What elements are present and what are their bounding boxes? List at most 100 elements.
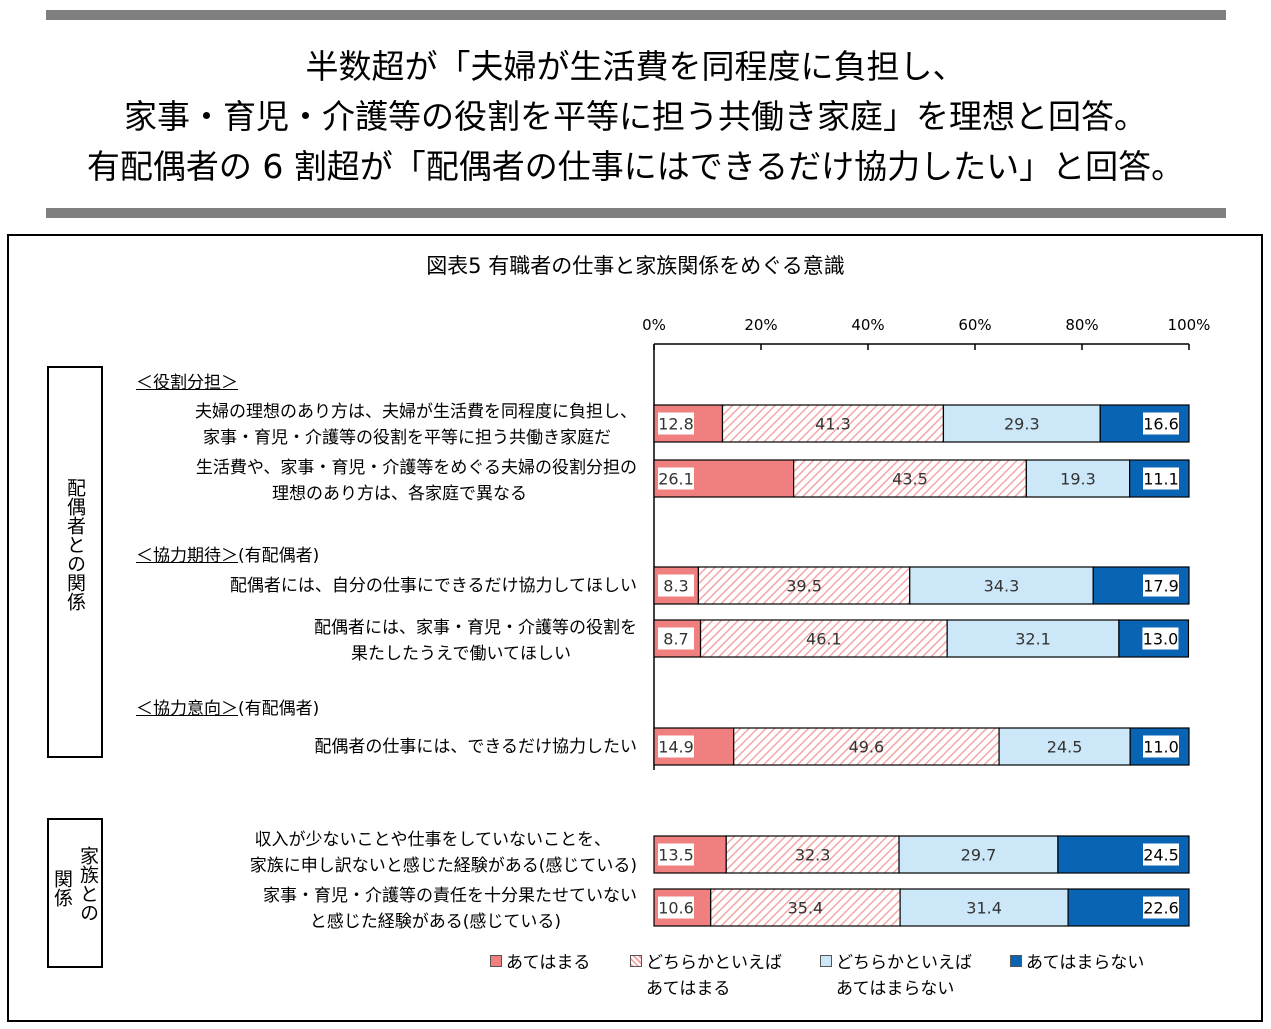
headline-line-3: 有配偶者の 6 割超が「配偶者の仕事にはできるだけ協力したい」と回答。 — [86, 147, 1185, 186]
data-label: 16.6 — [1143, 415, 1179, 434]
x-tick-label: 20% — [744, 316, 777, 334]
bar-segment-2 — [721, 404, 945, 443]
row-label-1b: 家事・育児・介護等の役割を平等に担う共働き家庭だ — [203, 428, 611, 448]
row-label-7a: 家事・育児・介護等の責任を十分果たせていない — [263, 886, 637, 906]
legend-item-2: どちらかといえば あてはまる — [630, 950, 782, 1002]
bar-segment-2 — [699, 619, 948, 658]
data-label-box — [1143, 843, 1179, 866]
chart-title: 図表5 有職者の仕事と家族関係をめぐる意識 — [426, 254, 845, 278]
headline-line-2: 家事・育児・介護等の役割を平等に担う共働き家庭」を理想と回答。 — [124, 97, 1147, 136]
row-label-7b: と感じた経験がある(感じている) — [309, 912, 561, 932]
row-label-6a: 収入が少ないことや仕事をしていないことを、 — [254, 830, 612, 850]
data-label-box — [658, 467, 694, 490]
bar-row-r6: 13.5 32.3 29.7 24.5 — [653, 835, 1190, 874]
row-label-2b: 理想のあり方は、各家庭で異なる — [272, 484, 527, 504]
legend-label-1: あてはまる — [506, 953, 591, 973]
spouse-group-box — [47, 366, 103, 758]
row-label-6b: 家族に申し訳ないと感じた経験がある(感じている) — [249, 856, 637, 876]
data-label-box — [658, 412, 694, 435]
data-label: 17.9 — [1143, 577, 1179, 596]
row-label-4a: 配偶者には、家事・育児・介護等の役割を — [314, 618, 637, 638]
data-label: 39.5 — [786, 577, 822, 596]
x-tick-label: 40% — [851, 316, 884, 334]
data-label: 13.5 — [658, 846, 694, 865]
legend-swatch-1 — [490, 955, 502, 967]
headline-line-1: 半数超が「夫婦が生活費を同程度に負担し、 — [305, 47, 966, 86]
data-label-box — [1142, 627, 1179, 650]
data-label: 29.3 — [1004, 415, 1040, 434]
data-label: 11.0 — [1143, 738, 1179, 757]
data-label: 22.6 — [1143, 899, 1179, 918]
legend-swatch-2 — [630, 955, 642, 967]
section-expect: ＜協力期待＞(有配偶者) — [136, 541, 319, 566]
row-label-2a: 生活費や、家事・育児・介護等をめぐる夫婦の役割分担の — [195, 458, 637, 478]
data-label-box — [658, 896, 694, 919]
bar-segment-2 — [710, 888, 901, 927]
x-tick-label: 60% — [958, 316, 991, 334]
legend-swatch-3 — [820, 955, 832, 967]
data-label: 26.1 — [658, 470, 694, 489]
bar-row-r3: 8.3 39.5 34.3 17.9 — [653, 566, 1190, 605]
bar-segment-3 — [942, 404, 1101, 443]
section-role: ＜役割分担＞ — [136, 373, 238, 393]
data-label: 11.1 — [1143, 470, 1179, 489]
data-label: 19.3 — [1060, 470, 1096, 489]
bar-segment-2 — [733, 727, 1000, 766]
chart-frame — [7, 234, 1263, 1022]
legend-label-3b: あてはまらない — [836, 979, 955, 999]
data-label-box — [658, 843, 694, 866]
legend-swatch-4 — [1010, 955, 1022, 967]
data-label: 24.5 — [1143, 846, 1179, 865]
row-label-5a: 配偶者の仕事には、できるだけ協力したい — [314, 737, 637, 757]
data-label-box — [658, 735, 694, 758]
data-label: 8.7 — [663, 630, 688, 649]
x-tick-label: 0% — [642, 316, 666, 334]
data-label-box — [658, 627, 694, 650]
legend-label-2a: どちらかといえば — [646, 953, 782, 973]
row-label-1a: 夫婦の理想のあり方は、夫婦が生活費を同程度に負担し、 — [195, 402, 637, 422]
data-label: 46.1 — [806, 630, 842, 649]
data-label-box — [1143, 412, 1179, 435]
bar-segment-3 — [898, 835, 1059, 874]
data-label: 43.5 — [892, 470, 928, 489]
data-label-box — [1143, 467, 1179, 490]
bar-segment-3 — [1025, 459, 1131, 498]
data-label: 12.8 — [658, 415, 694, 434]
data-label: 49.6 — [849, 738, 885, 757]
bar-row-r4: 8.7 46.1 32.1 13.0 — [653, 619, 1190, 658]
legend-label-4: あてはまらない — [1026, 953, 1145, 973]
bar-row-r7: 10.6 35.4 31.4 22.6 — [653, 888, 1190, 927]
data-label: 13.0 — [1143, 630, 1179, 649]
data-label-box — [658, 574, 694, 597]
data-label: 35.4 — [788, 899, 824, 918]
data-label: 10.6 — [658, 899, 694, 918]
bar-row-r2: 26.1 43.5 19.3 11.1 — [653, 459, 1190, 498]
bar-segment-3 — [909, 566, 1094, 605]
section-intent-title: ＜協力意向＞ — [136, 699, 238, 719]
data-label: 41.3 — [815, 415, 851, 434]
x-tick-label: 80% — [1065, 316, 1098, 334]
top-rule — [46, 10, 1226, 20]
bottom-rule — [46, 208, 1226, 218]
data-label: 24.5 — [1047, 738, 1083, 757]
data-label: 32.1 — [1015, 630, 1051, 649]
family-group-label-2: 関係 — [51, 869, 73, 907]
data-label: 8.3 — [663, 577, 688, 596]
section-intent-suffix: (有配偶者) — [238, 699, 320, 719]
legend-item-4: あてはまらない — [1010, 950, 1144, 976]
legend-item-1: あてはまる — [490, 950, 590, 976]
bar-segment-2 — [793, 459, 1027, 498]
data-label-box — [1143, 574, 1179, 597]
legend-item-3: どちらかといえば あてはまらない — [820, 950, 972, 1002]
family-group-label-1: 家族との — [77, 846, 99, 922]
row-label-4b: 果たしたうえで働いてほしい — [351, 644, 571, 664]
legend-label-3a: どちらかといえば — [836, 953, 972, 973]
section-intent: ＜協力意向＞(有配偶者) — [136, 694, 319, 719]
data-label-box — [1143, 735, 1179, 758]
row-label-3a: 配偶者には、自分の仕事にできるだけ協力してほしい — [229, 576, 637, 596]
data-label: 32.3 — [795, 846, 831, 865]
data-label: 29.7 — [961, 846, 997, 865]
spouse-group-label: 配偶者との関係 — [64, 478, 86, 611]
data-label: 31.4 — [966, 899, 1002, 918]
